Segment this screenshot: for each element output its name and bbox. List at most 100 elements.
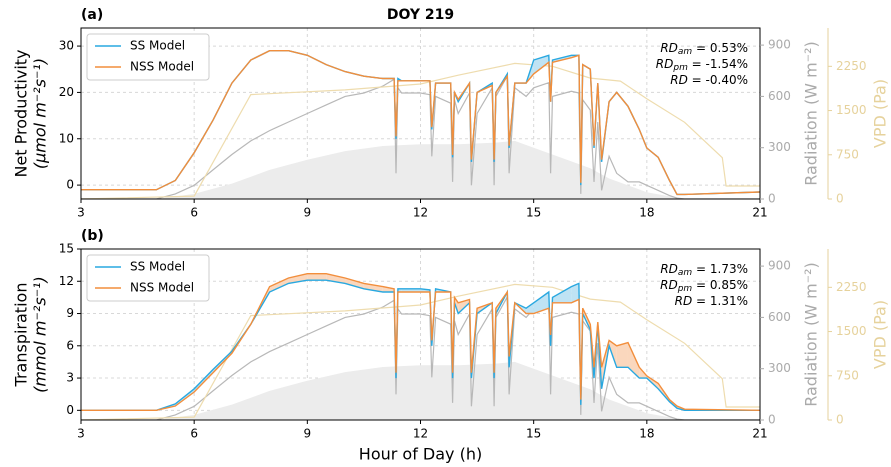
difference-fill [571,283,579,303]
y-axis-label: (μmol m⁻²s⁻¹) [31,58,50,169]
panel: 3 6 9 12 15 18 2103691215030060090007501500225… [12,228,890,464]
difference-fill [533,292,549,314]
annotation-label: RD [675,294,693,308]
annotation-label: RD [660,41,678,55]
annotation-label: RD [670,73,688,87]
x-tick-label: 9 [304,427,312,441]
y-tick-label: 3 [66,371,74,385]
y3-axis-label: VPD (Pa) [871,300,890,369]
difference-fill [401,288,421,293]
difference-fill [526,302,534,314]
x-tick-label: 12 [413,427,428,441]
annotation-text: = 1.73% [692,262,748,276]
y-axis-label: Transpiration [12,283,31,388]
annotation-text: = -1.54% [688,57,748,71]
annotation-text: = 1.31% [692,294,748,308]
annotation-subscript: am [678,47,693,57]
x-tick-label: 9 [304,206,312,220]
legend-label: SS Model [130,39,185,53]
annotation: RDam = 1.73% [660,262,748,278]
x-tick-label: 18 [639,427,654,441]
y-axis-label: Net Productivity [12,49,31,177]
y-tick-label: 30 [59,39,74,53]
series-line [81,279,760,411]
x-axis-label: Hour of Day (h) [359,445,482,464]
y2-axis-label: Radiation (W m⁻²) [802,41,821,186]
panel-label: (a) [81,7,103,23]
y3-axis-label: VPD (Pa) [871,79,890,148]
annotation-label: RD [660,262,678,276]
x-tick-label: 3 [77,206,85,220]
annotation-subscript: pm [672,63,688,73]
y2-tick-label: 600 [768,89,791,103]
y-tick-label: 20 [59,85,74,99]
y2-axis-label: Radiation (W m⁻²) [802,262,821,407]
y-tick-label: 6 [66,338,74,352]
difference-fill [533,55,549,74]
y3-tick-label: 0 [836,192,844,206]
y-tick-label: 15 [59,242,74,256]
y2-tick-label: 0 [768,192,776,206]
x-tick-label: 6 [190,427,198,441]
x-tick-label: 15 [526,206,541,220]
y2-tick-label: 300 [768,361,791,375]
difference-fill [397,288,402,293]
series-line [81,273,760,411]
annotation: RD = -0.40% [670,73,748,87]
annotation-label: RD [660,278,678,292]
y2-tick-label: 900 [768,259,791,273]
chart-title: DOY 219 [387,7,454,23]
difference-fill [326,273,346,284]
radiation-area [81,361,760,420]
y3-tick-label: 1500 [836,103,867,117]
difference-fill [345,278,364,289]
legend-label: SS Model [130,260,185,274]
y-tick-label: 0 [66,403,74,417]
difference-fill [552,286,572,303]
difference-fill [616,342,628,368]
y2-tick-label: 900 [768,38,791,52]
y2-tick-label: 0 [768,413,776,427]
x-tick-label: 6 [190,206,198,220]
radiation-line [81,73,760,199]
y-tick-label: 0 [66,178,74,192]
annotation: RDpm = 0.85% [660,278,748,294]
annotation-label: RD [656,57,674,71]
panel: 3 6 9 12 15 18 2101020300300600900075015002250… [12,7,890,220]
annotation-text: = 0.85% [692,278,748,292]
annotation-text: = 0.53% [692,41,748,55]
y-tick-label: 12 [59,274,74,288]
y-axis-label: (mmol m⁻²s⁻¹) [31,276,50,393]
y-tick-label: 9 [66,306,74,320]
panel-label: (b) [81,228,104,244]
plot-area [81,28,760,199]
plot-area [81,249,760,420]
y3-tick-label: 1500 [836,324,867,338]
y3-tick-label: 0 [836,413,844,427]
annotation-subscript: am [678,268,693,278]
difference-fill [288,273,308,284]
y2-tick-label: 300 [768,140,791,154]
y-tick-label: 10 [59,131,74,145]
difference-fill [269,278,289,293]
radiation-line [81,294,760,420]
x-tick-label: 12 [413,206,428,220]
y3-tick-label: 2250 [836,280,867,294]
annotation-text: = -0.40% [688,73,748,87]
y3-tick-label: 2250 [836,59,867,73]
x-tick-label: 15 [526,427,541,441]
annotation: RD = 1.31% [675,294,748,308]
annotation: RDam = 0.53% [660,41,748,57]
y3-tick-label: 750 [836,368,859,382]
radiation-area [81,140,760,199]
difference-fill [363,283,383,293]
x-tick-label: 3 [77,427,85,441]
x-tick-label: 21 [752,206,767,220]
difference-fill [382,286,395,293]
y2-tick-label: 600 [768,310,791,324]
x-tick-label: 18 [639,206,654,220]
series-line [81,50,760,196]
annotation: RDpm = -1.54% [656,57,748,73]
y3-tick-label: 750 [836,147,859,161]
